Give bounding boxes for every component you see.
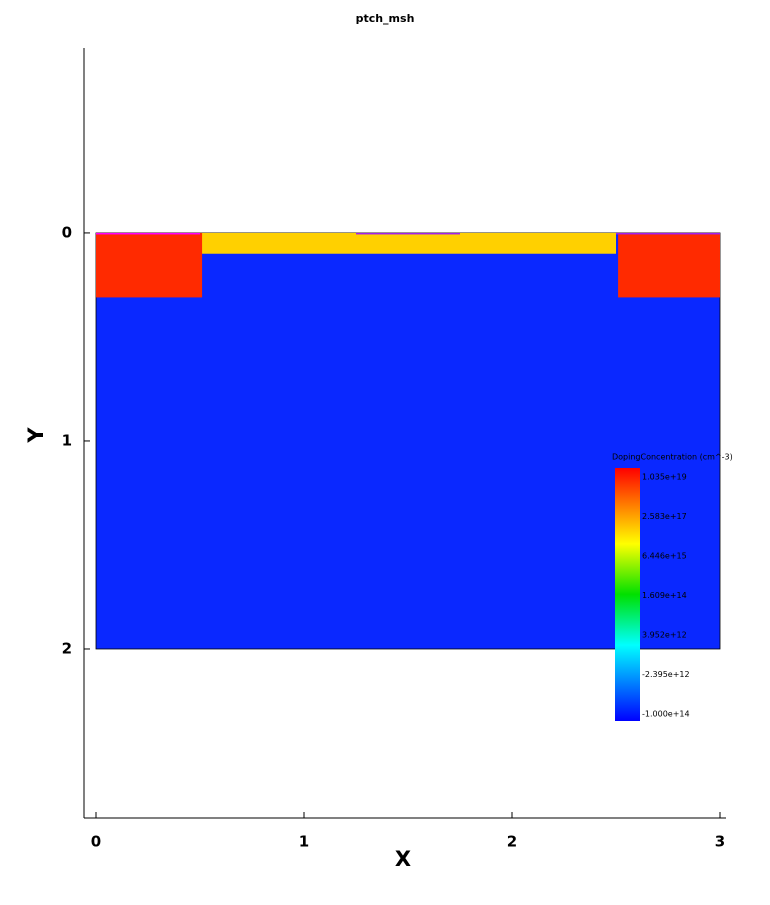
region <box>200 232 617 254</box>
y-axis-label: Y <box>24 427 48 444</box>
region <box>96 232 203 298</box>
region <box>356 232 461 235</box>
y-tick-label: 2 <box>62 639 72 657</box>
region <box>616 232 721 235</box>
region <box>618 232 721 298</box>
y-tick-label: 0 <box>62 223 72 241</box>
x-tick-label: 1 <box>299 833 309 851</box>
chart-title: ptch_msh <box>356 12 415 25</box>
colorbar-label: 1.609e+14 <box>642 591 687 600</box>
y-tick-label: 1 <box>62 431 72 449</box>
x-axis-label: X <box>395 847 411 871</box>
x-tick-label: 0 <box>91 833 101 851</box>
colorbar-label: 2.583e+17 <box>642 512 687 521</box>
colorbar-label: -2.395e+12 <box>642 670 690 679</box>
colorbar-label: -1.000e+14 <box>642 710 690 719</box>
plot-area <box>95 232 721 650</box>
x-tick-label: 2 <box>507 833 517 851</box>
region <box>96 232 201 235</box>
colorbar-label: 6.446e+15 <box>642 552 687 561</box>
colorbar-label: 1.035e+19 <box>642 473 687 482</box>
colorbar-label: 3.952e+12 <box>642 631 687 640</box>
colorbar-title: DopingConcentration (cm^-3) <box>612 453 733 462</box>
colorbar <box>615 468 640 721</box>
x-tick-label: 3 <box>715 833 725 851</box>
